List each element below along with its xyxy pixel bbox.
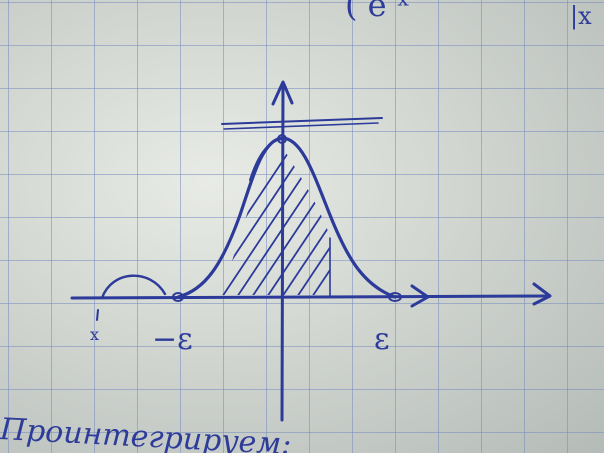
top-right-formula-fragment: |x: [570, 2, 592, 30]
y-axis-arrowhead: [271, 80, 294, 106]
x-axis-arrowhead-inner: [410, 284, 430, 308]
supremum-line: [221, 117, 383, 125]
supremum-line-retrace: [223, 122, 379, 130]
x-axis-arrowhead-outer: [532, 282, 552, 306]
point-epsilon: [388, 292, 402, 302]
label-epsilon: ε: [374, 322, 390, 357]
x-axis: [70, 294, 550, 300]
hatched-region: [220, 149, 330, 295]
point-peak: [277, 134, 287, 144]
left-arc: [100, 274, 167, 300]
point-minus-epsilon: [172, 292, 184, 302]
label-x: x: [90, 325, 100, 344]
label-minus-epsilon: −ε: [152, 322, 193, 357]
bump-curve: [176, 136, 397, 299]
x-tick: [96, 309, 99, 321]
top-formula-fragment: ( e ˣ: [345, 0, 411, 24]
